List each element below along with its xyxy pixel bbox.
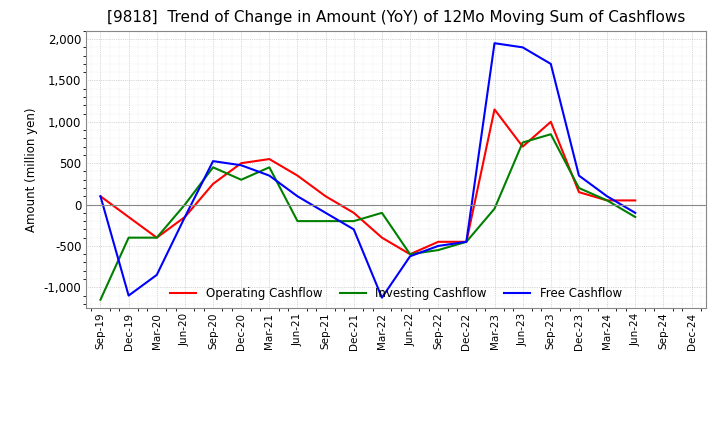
Investing Cashflow bbox=[631, 214, 639, 220]
Operating Cashflow bbox=[377, 235, 386, 240]
Legend: Operating Cashflow, Investing Cashflow, Free Cashflow: Operating Cashflow, Investing Cashflow, … bbox=[166, 282, 626, 305]
Free Cashflow bbox=[125, 293, 133, 298]
Free Cashflow bbox=[321, 210, 330, 216]
Operating Cashflow bbox=[406, 252, 415, 257]
Investing Cashflow bbox=[96, 297, 105, 302]
Free Cashflow bbox=[96, 194, 105, 199]
Investing Cashflow bbox=[125, 235, 133, 240]
Operating Cashflow bbox=[575, 190, 583, 195]
Y-axis label: Amount (million yen): Amount (million yen) bbox=[25, 107, 38, 231]
Operating Cashflow bbox=[603, 198, 611, 203]
Free Cashflow bbox=[434, 243, 443, 249]
Investing Cashflow bbox=[546, 132, 555, 137]
Operating Cashflow bbox=[293, 173, 302, 178]
Line: Operating Cashflow: Operating Cashflow bbox=[101, 110, 635, 254]
Operating Cashflow bbox=[631, 198, 639, 203]
Operating Cashflow bbox=[265, 156, 274, 161]
Line: Investing Cashflow: Investing Cashflow bbox=[101, 134, 635, 300]
Line: Free Cashflow: Free Cashflow bbox=[101, 43, 635, 297]
Investing Cashflow bbox=[321, 219, 330, 224]
Free Cashflow bbox=[490, 40, 499, 46]
Operating Cashflow bbox=[546, 119, 555, 125]
Investing Cashflow bbox=[603, 198, 611, 203]
Operating Cashflow bbox=[237, 161, 246, 166]
Free Cashflow bbox=[265, 173, 274, 178]
Free Cashflow bbox=[631, 210, 639, 216]
Investing Cashflow bbox=[237, 177, 246, 183]
Free Cashflow bbox=[546, 61, 555, 66]
Free Cashflow bbox=[377, 295, 386, 300]
Investing Cashflow bbox=[349, 219, 358, 224]
Operating Cashflow bbox=[209, 181, 217, 187]
Operating Cashflow bbox=[490, 107, 499, 112]
Investing Cashflow bbox=[293, 219, 302, 224]
Investing Cashflow bbox=[518, 140, 527, 145]
Free Cashflow bbox=[153, 272, 161, 278]
Free Cashflow bbox=[406, 253, 415, 259]
Operating Cashflow bbox=[434, 239, 443, 245]
Operating Cashflow bbox=[96, 194, 105, 199]
Free Cashflow bbox=[575, 173, 583, 178]
Free Cashflow bbox=[209, 158, 217, 164]
Investing Cashflow bbox=[575, 185, 583, 191]
Investing Cashflow bbox=[490, 206, 499, 211]
Operating Cashflow bbox=[321, 194, 330, 199]
Investing Cashflow bbox=[462, 239, 471, 245]
Investing Cashflow bbox=[434, 247, 443, 253]
Operating Cashflow bbox=[518, 144, 527, 149]
Operating Cashflow bbox=[462, 239, 471, 245]
Operating Cashflow bbox=[125, 214, 133, 220]
Investing Cashflow bbox=[209, 165, 217, 170]
Free Cashflow bbox=[237, 163, 246, 168]
Free Cashflow bbox=[349, 227, 358, 232]
Title: [9818]  Trend of Change in Amount (YoY) of 12Mo Moving Sum of Cashflows: [9818] Trend of Change in Amount (YoY) o… bbox=[107, 11, 685, 26]
Investing Cashflow bbox=[377, 210, 386, 216]
Investing Cashflow bbox=[181, 202, 189, 207]
Investing Cashflow bbox=[406, 252, 415, 257]
Operating Cashflow bbox=[181, 214, 189, 220]
Free Cashflow bbox=[293, 194, 302, 199]
Free Cashflow bbox=[462, 239, 471, 245]
Free Cashflow bbox=[518, 45, 527, 50]
Operating Cashflow bbox=[349, 210, 358, 216]
Investing Cashflow bbox=[153, 235, 161, 240]
Free Cashflow bbox=[181, 214, 189, 220]
Operating Cashflow bbox=[153, 235, 161, 240]
Free Cashflow bbox=[603, 194, 611, 199]
Investing Cashflow bbox=[265, 165, 274, 170]
